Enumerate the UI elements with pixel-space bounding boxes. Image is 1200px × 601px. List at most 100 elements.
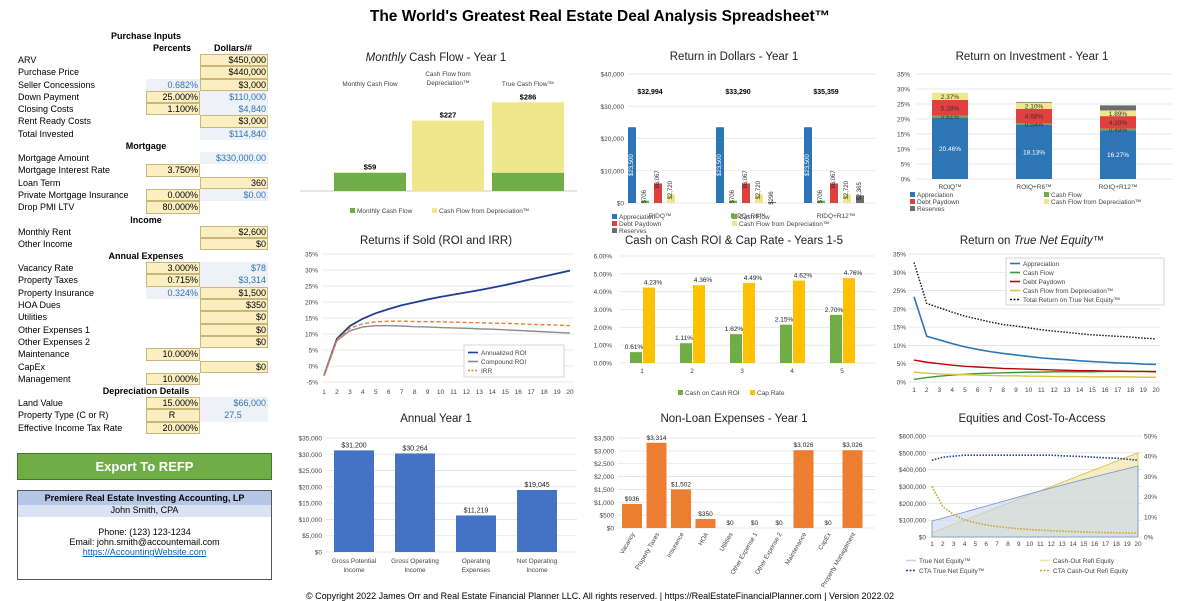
bar-segment	[1016, 122, 1052, 125]
category-label: Operating	[462, 558, 491, 565]
percent-field[interactable]: 0.000%	[146, 188, 200, 202]
export-button[interactable]: Export To REFP	[17, 453, 272, 480]
percent-field[interactable]: 10.000%	[146, 348, 200, 361]
category-label: ROIQ+R12™	[1099, 184, 1138, 191]
bar-label: 4.36%	[694, 277, 713, 284]
percent-field[interactable]: R	[146, 409, 200, 422]
x-tick: 9	[1017, 541, 1021, 548]
legend-label: Appreciation	[619, 214, 656, 221]
bar	[856, 195, 864, 203]
y-tick-right: 20%	[1144, 494, 1157, 501]
dollar-field[interactable]: $3,000	[200, 78, 268, 91]
dollar-field[interactable]: $450,000	[200, 54, 268, 67]
column-headers: Percents Dollars/#	[18, 42, 274, 54]
row-label: Purchase Price	[18, 67, 80, 78]
segment-label: 16.27%	[1107, 152, 1129, 159]
x-tick: 6	[387, 389, 391, 396]
dollar-field[interactable]: $0	[200, 237, 268, 251]
y-tick: 15%	[897, 132, 910, 139]
dollar-field: $3,314	[200, 274, 268, 287]
input-row: Mortgage Interest Rate 3.750%	[18, 164, 274, 177]
dollar-field[interactable]: 360	[200, 176, 268, 189]
dollar-field[interactable]: $0	[200, 323, 268, 336]
input-row: Private Mortgage Insurance 0.000% $0.00	[18, 188, 274, 202]
bar-segment	[1100, 105, 1136, 111]
percent-field[interactable]: 1.100%	[146, 103, 200, 116]
row-label: Down Payment	[18, 91, 80, 102]
category-label: Other Expense 2	[754, 531, 784, 576]
legend-label: Cash Flow	[1051, 192, 1082, 199]
percent-field[interactable]: 80.000%	[146, 201, 200, 214]
x-tick: 8	[1001, 387, 1005, 394]
y-tick: 0%	[897, 380, 907, 387]
dollar-field[interactable]: $3,000	[200, 115, 268, 128]
y-tick: $3,000	[594, 448, 614, 455]
y-tick-left: $500,000	[899, 450, 926, 457]
category-label: Gross Potential	[332, 558, 377, 565]
bar-label: $6,067	[831, 170, 837, 189]
section-header: Depreciation Details	[102, 386, 190, 397]
bar	[630, 352, 642, 363]
bar-segment	[1016, 108, 1052, 123]
percent-field	[146, 311, 200, 323]
legend-label: Appreciation	[917, 192, 954, 199]
y-tick-right: 30%	[1144, 474, 1157, 481]
percent-field	[146, 66, 200, 78]
y-tick: 10%	[305, 332, 318, 339]
legend-label: True Net Equity™	[919, 558, 970, 565]
y-tick: $0	[617, 201, 625, 208]
bar	[695, 519, 716, 528]
percent-field[interactable]: 25.000%	[146, 90, 200, 104]
dollar-field[interactable]: $1,500	[200, 286, 268, 300]
bar-segment	[932, 115, 968, 118]
category-label: ROIQ™	[938, 184, 961, 191]
category-label: Monthly Cash Flow	[342, 81, 398, 88]
dollar-field	[200, 201, 268, 213]
percent-field[interactable]: 20.000%	[146, 421, 200, 435]
row-label: Other Income	[18, 238, 73, 249]
percent-field[interactable]: 15.000%	[146, 397, 200, 410]
legend-label: Appreciation	[1023, 261, 1060, 268]
percent-field[interactable]: 3.000%	[146, 262, 200, 275]
category-label: ROIQ+R6™	[1016, 184, 1051, 191]
bar	[654, 183, 662, 203]
x-tick: 1	[930, 541, 934, 548]
legend-swatch	[910, 206, 915, 211]
percent-field[interactable]: 0.715%	[146, 274, 200, 287]
legend-swatch	[612, 221, 617, 226]
contact-website-link[interactable]: https://AccountingWebsite.com	[82, 547, 207, 557]
segment-label: 0.61%	[941, 114, 960, 121]
legend-swatch	[732, 221, 737, 226]
percent-field[interactable]: 3.750%	[146, 164, 200, 177]
input-row: Property Taxes 0.715% $3,314	[18, 274, 274, 287]
input-row: Property Insurance 0.324% $1,500	[18, 286, 274, 300]
bar-segment	[1016, 101, 1052, 103]
legend-label: CTA Cash-Out Refi Equity	[1053, 568, 1129, 575]
percent-field	[146, 226, 200, 238]
percent-field[interactable]: 10.000%	[146, 372, 200, 386]
dollar-field[interactable]: $0	[200, 311, 268, 324]
dollar-field[interactable]: $0	[200, 335, 268, 349]
row-label: Utilities	[18, 312, 48, 323]
chart-title: Returns if Sold (ROI and IRR)	[360, 235, 512, 247]
x-tick: 20	[1134, 541, 1142, 548]
y-tick: 5%	[901, 162, 911, 169]
legend-label: Cash Flow from Depreciation™	[439, 208, 529, 215]
category-label: Net Operating	[517, 558, 558, 565]
bar	[793, 450, 814, 528]
y-tick: 20%	[305, 300, 318, 307]
y-tick: 5%	[897, 361, 907, 368]
legend-swatch	[432, 208, 437, 213]
dollar-field[interactable]: $2,600	[200, 225, 268, 238]
bar	[817, 200, 825, 203]
bar-label: $936	[625, 496, 640, 503]
x-tick: 2	[941, 541, 945, 548]
row-label: Mortgage Interest Rate	[18, 165, 111, 176]
legend-label: Cap Rate	[757, 390, 785, 397]
x-tick: 16	[1101, 387, 1109, 394]
dollar-field[interactable]: $350	[200, 299, 268, 312]
dollar-field[interactable]: $0	[200, 360, 268, 373]
dollar-field[interactable]: $440,000	[200, 66, 268, 79]
col-dollars: Dollars/#	[213, 43, 253, 53]
segment-label: 5.28%	[941, 105, 960, 112]
